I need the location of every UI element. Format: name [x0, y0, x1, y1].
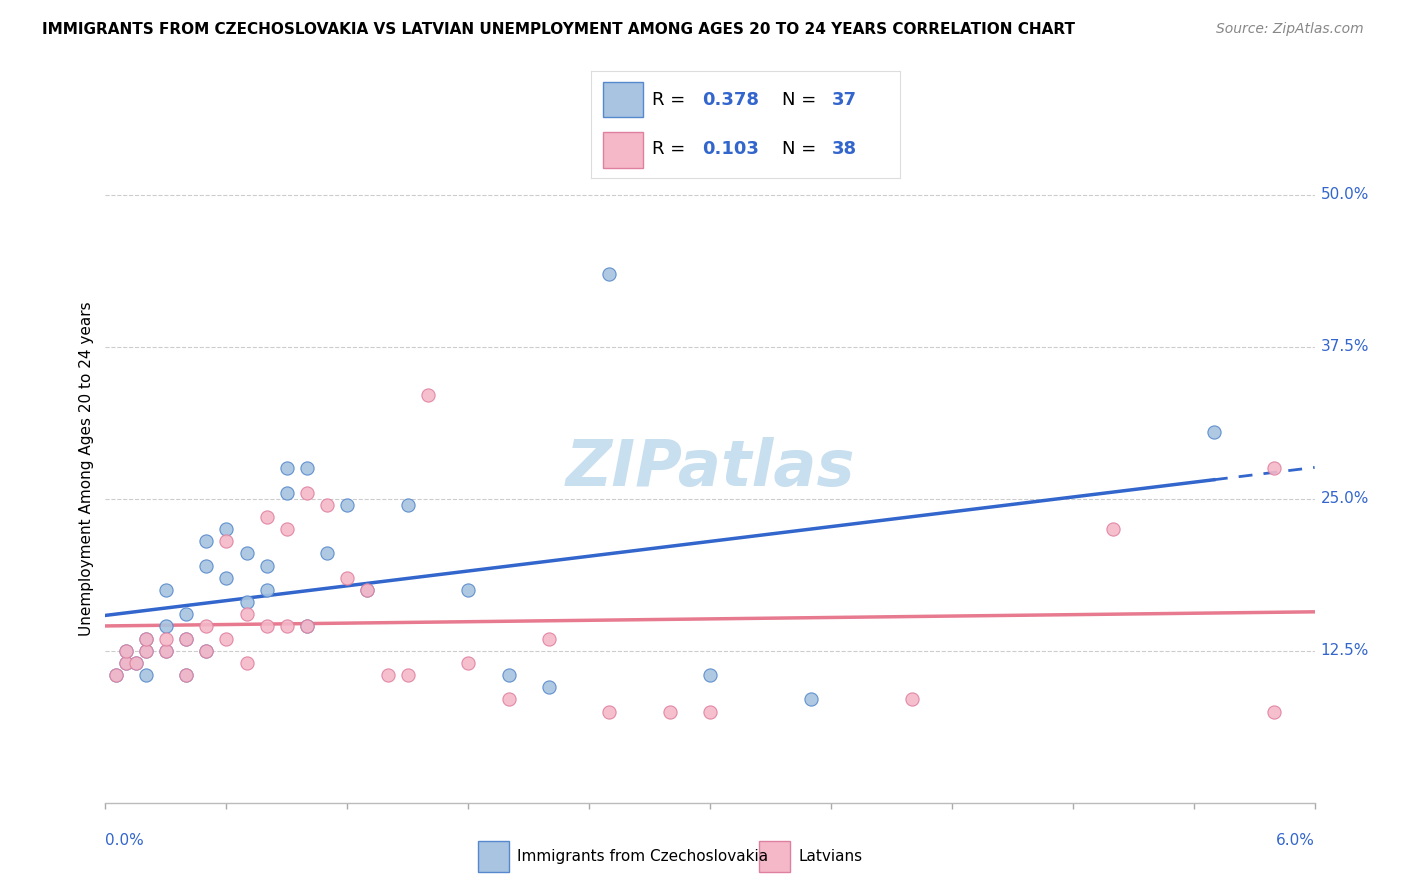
Point	[155, 582, 177, 597]
Text: 50.0%: 50.0%	[1320, 187, 1369, 202]
Point	[658, 705, 681, 719]
Point	[195, 644, 218, 658]
Point	[336, 498, 359, 512]
Point	[215, 571, 238, 585]
Point	[174, 632, 197, 646]
Point	[377, 668, 399, 682]
Point	[900, 692, 922, 706]
Point	[155, 632, 177, 646]
Point	[155, 644, 177, 658]
Point	[276, 619, 298, 633]
FancyBboxPatch shape	[759, 840, 790, 872]
Point	[699, 668, 721, 682]
Point	[598, 705, 620, 719]
Point	[256, 582, 278, 597]
Text: Source: ZipAtlas.com: Source: ZipAtlas.com	[1216, 22, 1364, 37]
Point	[1263, 705, 1285, 719]
FancyBboxPatch shape	[478, 840, 509, 872]
Text: R =: R =	[652, 91, 692, 109]
Point	[537, 632, 560, 646]
Point	[457, 656, 479, 670]
FancyBboxPatch shape	[603, 132, 643, 168]
Point	[336, 571, 359, 585]
Point	[114, 644, 136, 658]
Point	[396, 668, 419, 682]
Point	[316, 498, 339, 512]
Point	[396, 498, 419, 512]
Point	[135, 644, 157, 658]
Point	[498, 692, 520, 706]
Text: 0.103: 0.103	[702, 141, 759, 159]
Text: Immigrants from Czechoslovakia: Immigrants from Czechoslovakia	[517, 849, 769, 863]
Point	[295, 461, 318, 475]
FancyBboxPatch shape	[603, 82, 643, 118]
Point	[537, 680, 560, 694]
Point	[1202, 425, 1225, 439]
Text: N =: N =	[782, 141, 823, 159]
Point	[295, 619, 318, 633]
Text: 12.5%: 12.5%	[1320, 643, 1369, 658]
Point	[124, 656, 148, 670]
Point	[174, 668, 197, 682]
Point	[155, 619, 177, 633]
Point	[356, 582, 378, 597]
Point	[276, 485, 298, 500]
Text: R =: R =	[652, 141, 692, 159]
Point	[104, 668, 127, 682]
Point	[135, 644, 157, 658]
Point	[174, 607, 197, 622]
Text: 6.0%: 6.0%	[1275, 833, 1315, 848]
Point	[215, 522, 238, 536]
Point	[135, 668, 157, 682]
Point	[1263, 461, 1285, 475]
Text: 0.0%: 0.0%	[105, 833, 145, 848]
Point	[135, 632, 157, 646]
Point	[598, 267, 620, 281]
Text: IMMIGRANTS FROM CZECHOSLOVAKIA VS LATVIAN UNEMPLOYMENT AMONG AGES 20 TO 24 YEARS: IMMIGRANTS FROM CZECHOSLOVAKIA VS LATVIA…	[42, 22, 1076, 37]
Point	[104, 668, 127, 682]
Point	[295, 485, 318, 500]
Point	[316, 546, 339, 560]
Text: 37.5%: 37.5%	[1320, 339, 1369, 354]
Point	[195, 534, 218, 549]
Point	[276, 522, 298, 536]
Text: 25.0%: 25.0%	[1320, 491, 1369, 506]
Point	[235, 656, 257, 670]
Point	[235, 546, 257, 560]
Point	[800, 692, 823, 706]
Text: ZIPatlas: ZIPatlas	[565, 437, 855, 500]
Text: N =: N =	[782, 91, 823, 109]
Point	[1102, 522, 1125, 536]
Point	[215, 632, 238, 646]
Point	[174, 668, 197, 682]
Point	[135, 632, 157, 646]
Text: Latvians: Latvians	[799, 849, 863, 863]
Point	[114, 656, 136, 670]
Point	[174, 632, 197, 646]
Point	[699, 705, 721, 719]
Text: 38: 38	[832, 141, 856, 159]
Point	[457, 582, 479, 597]
Point	[256, 510, 278, 524]
Point	[356, 582, 378, 597]
Point	[276, 461, 298, 475]
Point	[155, 644, 177, 658]
Point	[295, 619, 318, 633]
Point	[256, 558, 278, 573]
Point	[195, 619, 218, 633]
Point	[416, 388, 439, 402]
Point	[498, 668, 520, 682]
Point	[215, 534, 238, 549]
Y-axis label: Unemployment Among Ages 20 to 24 years: Unemployment Among Ages 20 to 24 years	[79, 301, 94, 636]
Point	[195, 644, 218, 658]
Point	[195, 558, 218, 573]
Point	[256, 619, 278, 633]
Point	[124, 656, 148, 670]
Point	[235, 607, 257, 622]
Text: 37: 37	[832, 91, 856, 109]
Text: 0.378: 0.378	[702, 91, 759, 109]
Point	[114, 644, 136, 658]
Point	[114, 656, 136, 670]
Point	[235, 595, 257, 609]
